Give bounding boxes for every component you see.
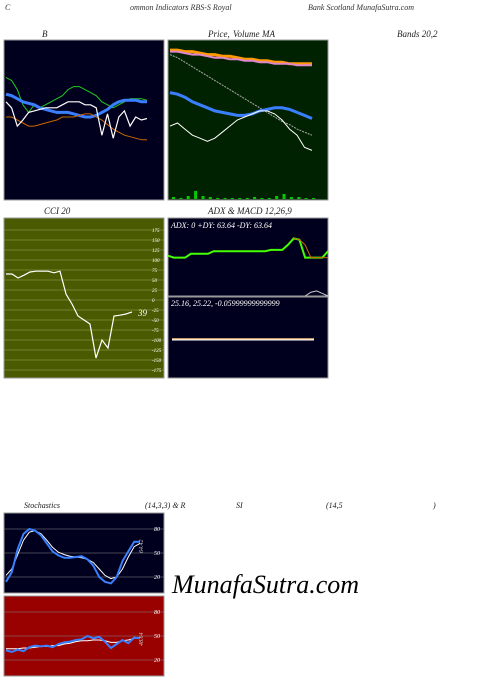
- ma-blue-line: [169, 91, 313, 120]
- volume-bar: [223, 198, 227, 199]
- cci-tick-labels: 175 150 125 100 75 50 25 0 -25 -50 -75 -100 -125 -150…: [152, 229, 162, 374]
- stoch-tick-label: 50: [154, 551, 160, 557]
- stoch-title-e: ): [432, 501, 436, 510]
- volume-bar: [186, 196, 190, 199]
- volume-bar: [208, 197, 212, 199]
- adx-readout: ADX: 0 +DY: 63.64 -DY: 63.64: [170, 221, 272, 230]
- price-bg: [167, 39, 329, 201]
- rsi-line: [5, 634, 141, 654]
- header-indicators: ommon Indicators RBS-S Royal: [130, 3, 232, 12]
- bb-price-line: [5, 101, 148, 139]
- adx-panel: ADX: 0 +DY: 63.64 -DY: 63.64: [167, 217, 329, 297]
- adx-title: ADX & MACD 12,26,9: [207, 206, 292, 216]
- header-site: Bank Scotland MunafaSutra.com: [308, 3, 414, 12]
- ma-pink-line: [170, 50, 312, 67]
- cci-tick-label: -100: [152, 339, 162, 344]
- volume-bar: [172, 197, 175, 199]
- cci-tick-label: -75: [152, 329, 159, 334]
- macd-panel: 25.16, 25.22, -0.05999999999999: [167, 296, 329, 379]
- cci-tick-label: 0: [152, 299, 155, 304]
- price-title: Price,: [207, 29, 230, 39]
- volume-bar: [230, 198, 234, 199]
- bb-upper-line: [5, 76, 148, 114]
- stoch-tick-label: 80: [154, 527, 160, 533]
- rsi-panel: 80 50 20 48.64: [3, 595, 165, 677]
- volume-bar: [260, 198, 264, 199]
- cci-tick-label: 125: [152, 249, 160, 254]
- cci-line: [6, 270, 133, 359]
- macd-readout: 25.16, 25.22, -0.05999999999999: [171, 299, 280, 308]
- cci-tick-label: -125: [152, 349, 162, 354]
- rsi-tick-label: 50: [154, 634, 160, 640]
- volume-bar: [282, 194, 286, 199]
- volume-bar: [216, 198, 220, 199]
- rsi-tick-label: 20: [154, 658, 160, 664]
- cci-tick-label: -175: [152, 369, 162, 374]
- bollinger-title: B: [42, 29, 48, 39]
- watermark: MunafaSutra.com: [171, 570, 359, 599]
- cci-tick-label: 75: [152, 269, 158, 274]
- bollinger-bg: [3, 39, 165, 201]
- volume-bar: [245, 198, 249, 199]
- price-panel: [167, 39, 329, 201]
- header-c: C: [5, 3, 11, 12]
- cci-value-label: 39: [137, 308, 148, 318]
- volume-bar: [297, 197, 301, 199]
- volume-title: Volume: [233, 29, 260, 39]
- cci-gridlines: [4, 229, 164, 371]
- volume-bar: [194, 191, 198, 199]
- volume-bar: [179, 198, 183, 199]
- cci-tick-label: -25: [152, 309, 159, 314]
- volume-bars: [172, 191, 315, 199]
- bollinger-panel: [3, 39, 165, 201]
- rsi-value-label: 48.64: [138, 633, 145, 647]
- cci-title: CCI 20: [44, 206, 71, 216]
- rsi-gridlines: 80 50 20: [4, 610, 164, 664]
- cci-tick-label: 100: [152, 259, 160, 264]
- cci-tick-label: 150: [152, 239, 160, 244]
- plus-dy-line: [304, 290, 329, 297]
- volume-bar: [201, 196, 205, 199]
- adx-line: [167, 237, 329, 259]
- stoch-value-label: 64.42: [138, 540, 145, 554]
- cci-tick-label: -150: [152, 359, 162, 364]
- volume-bar: [289, 197, 293, 199]
- cci-tick-label: 175: [152, 229, 160, 234]
- cci-tick-label: 25: [152, 289, 158, 294]
- stoch-title-a: Stochastics: [24, 501, 60, 510]
- bands-title: Bands 20,2: [397, 29, 438, 39]
- cci-tick-label: -50: [152, 319, 159, 324]
- volume-bar: [275, 196, 279, 199]
- macd-bg: [167, 296, 329, 379]
- bb-lower-line: [6, 113, 147, 141]
- volume-bar: [304, 198, 308, 199]
- cci-panel: 175 150 125 100 75 50 25 0 -25 -50 -75 -100 -125 -150…: [3, 217, 165, 379]
- stoch-title-d: (14,5: [326, 501, 343, 510]
- price-close-line: [169, 110, 313, 151]
- ma-title: MA: [261, 29, 275, 39]
- stochastics-panel: 80 50 20 64.42: [3, 512, 165, 594]
- stoch-title-c: SI: [236, 501, 243, 510]
- stoch-tick-label: 20: [154, 575, 160, 581]
- ma-long-line: [169, 54, 313, 136]
- adx-bg: [167, 217, 329, 297]
- volume-bar: [312, 198, 315, 199]
- stoch-title-b: (14,3,3) & R: [145, 501, 186, 510]
- cci-tick-label: 50: [152, 279, 158, 284]
- cci-bg: [3, 217, 165, 379]
- bb-middle-line: [5, 92, 147, 119]
- stoch-k-line: [5, 527, 140, 585]
- volume-bar: [267, 198, 271, 199]
- volume-bar: [238, 198, 242, 199]
- rsi-tick-label: 80: [154, 610, 160, 616]
- minus-dy-line: [293, 237, 328, 259]
- volume-bar: [253, 197, 257, 199]
